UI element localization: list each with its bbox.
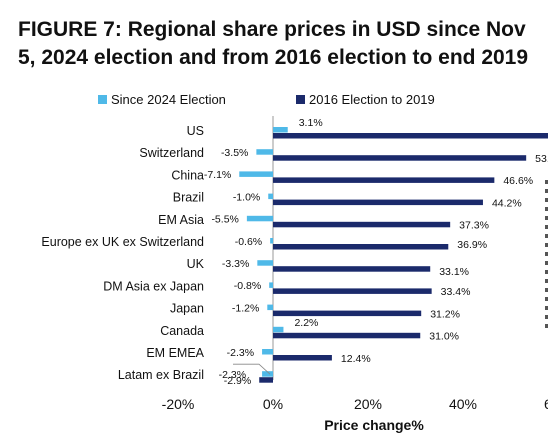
data-label-2016-2019: 44.2% bbox=[492, 197, 522, 209]
bar-2016-2019 bbox=[273, 177, 495, 183]
bar-since-2024 bbox=[267, 304, 273, 311]
data-label-2016-2019: 53.3% bbox=[535, 153, 548, 165]
data-label-since-2024: -1.0% bbox=[233, 191, 260, 203]
legend-swatch-since-2024 bbox=[98, 95, 107, 104]
data-label-since-2024: 3.1% bbox=[299, 117, 323, 129]
bar-since-2024 bbox=[256, 149, 273, 155]
category-label: UK bbox=[187, 257, 205, 271]
data-label-2016-2019: 33.1% bbox=[439, 266, 469, 278]
legend-item-2016-2019: 2016 Election to 2019 bbox=[296, 92, 435, 107]
legend-label-since-2024: Since 2024 Election bbox=[111, 92, 226, 107]
bar-since-2024 bbox=[270, 238, 273, 244]
figure-title-text: Regional share prices in USD since Nov 5… bbox=[18, 18, 529, 69]
bar-since-2024 bbox=[268, 193, 273, 200]
category-label: DM Asia ex Japan bbox=[103, 279, 204, 293]
category-label: EM Asia bbox=[158, 213, 204, 227]
category-label: Switzerland bbox=[139, 146, 204, 160]
data-label-since-2024: 2.2% bbox=[294, 317, 318, 329]
data-label-2016-2019: 31.0% bbox=[429, 331, 459, 343]
figure-label: FIGURE 7: bbox=[18, 18, 122, 41]
bar-since-2024 bbox=[246, 215, 273, 222]
data-label-2016-2019: 37.3% bbox=[459, 220, 489, 232]
category-label: EM EMEA bbox=[146, 346, 204, 360]
bar-since-2024 bbox=[269, 282, 273, 288]
bar-since-2024 bbox=[262, 371, 273, 377]
edge-decoration bbox=[545, 180, 548, 330]
category-label: Japan bbox=[170, 302, 204, 316]
bar-2016-2019 bbox=[273, 332, 421, 339]
data-label-since-2024: -0.6% bbox=[235, 236, 262, 248]
figure-title: FIGURE 7: Regional share prices in USD s… bbox=[18, 16, 538, 72]
x-tick-label: 40% bbox=[449, 396, 477, 412]
category-label: China bbox=[171, 168, 204, 182]
data-label-since-2024: -3.5% bbox=[221, 147, 248, 159]
bar-since-2024 bbox=[262, 349, 273, 355]
bar-2016-2019 bbox=[273, 288, 432, 294]
data-label-2016-2019: 12.4% bbox=[341, 353, 371, 365]
bar-2016-2019 bbox=[273, 266, 431, 272]
chart-legend: Since 2024 Election 2016 Election to 201… bbox=[0, 92, 548, 112]
legend-label-2016-2019: 2016 Election to 2019 bbox=[309, 92, 435, 107]
bar-since-2024 bbox=[273, 127, 288, 133]
bar-since-2024 bbox=[257, 260, 273, 266]
bar-2016-2019 bbox=[273, 221, 451, 228]
data-label-2016-2019: 46.6% bbox=[503, 175, 533, 187]
data-label-2016-2019: 33.4% bbox=[441, 286, 471, 298]
category-label: Latam ex Brazil bbox=[118, 368, 204, 382]
data-label-since-2024: -2.3% bbox=[227, 347, 254, 359]
category-label: Brazil bbox=[173, 191, 204, 205]
category-label: Europe ex UK ex Switzerland bbox=[41, 235, 204, 249]
x-tick-label: -20% bbox=[162, 396, 195, 412]
x-tick-label: 0% bbox=[263, 396, 283, 412]
bar-since-2024 bbox=[239, 171, 273, 177]
bar-2016-2019 bbox=[273, 355, 332, 361]
bar-since-2024 bbox=[273, 326, 284, 333]
category-label: Canada bbox=[160, 324, 204, 338]
bar-2016-2019 bbox=[273, 199, 483, 206]
data-label-since-2024: -2.3% bbox=[219, 369, 246, 381]
data-label-since-2024: -1.2% bbox=[232, 302, 259, 314]
bar-2016-2019 bbox=[273, 310, 422, 317]
x-axis-title: Price change% bbox=[324, 417, 424, 433]
data-label-since-2024: -0.8% bbox=[234, 280, 261, 292]
data-label-since-2024: -5.5% bbox=[211, 214, 238, 226]
legend-item-since-2024: Since 2024 Election bbox=[98, 92, 226, 107]
data-label-2016-2019: 36.9% bbox=[457, 239, 487, 251]
category-label: US bbox=[187, 124, 204, 138]
x-tick-label: 60% bbox=[544, 396, 548, 412]
x-tick-label: 20% bbox=[354, 396, 382, 412]
bar-2016-2019 bbox=[273, 133, 548, 139]
label-leader-line bbox=[233, 363, 271, 375]
data-label-since-2024: -3.3% bbox=[222, 258, 249, 270]
data-label-since-2024: -7.1% bbox=[204, 169, 231, 181]
legend-swatch-2016-2019 bbox=[296, 95, 305, 104]
bar-2016-2019 bbox=[273, 155, 527, 161]
bar-2016-2019 bbox=[259, 377, 273, 383]
data-label-2016-2019: -2.9% bbox=[224, 375, 251, 387]
bar-2016-2019 bbox=[273, 244, 449, 250]
data-label-2016-2019: 31.2% bbox=[430, 308, 460, 320]
